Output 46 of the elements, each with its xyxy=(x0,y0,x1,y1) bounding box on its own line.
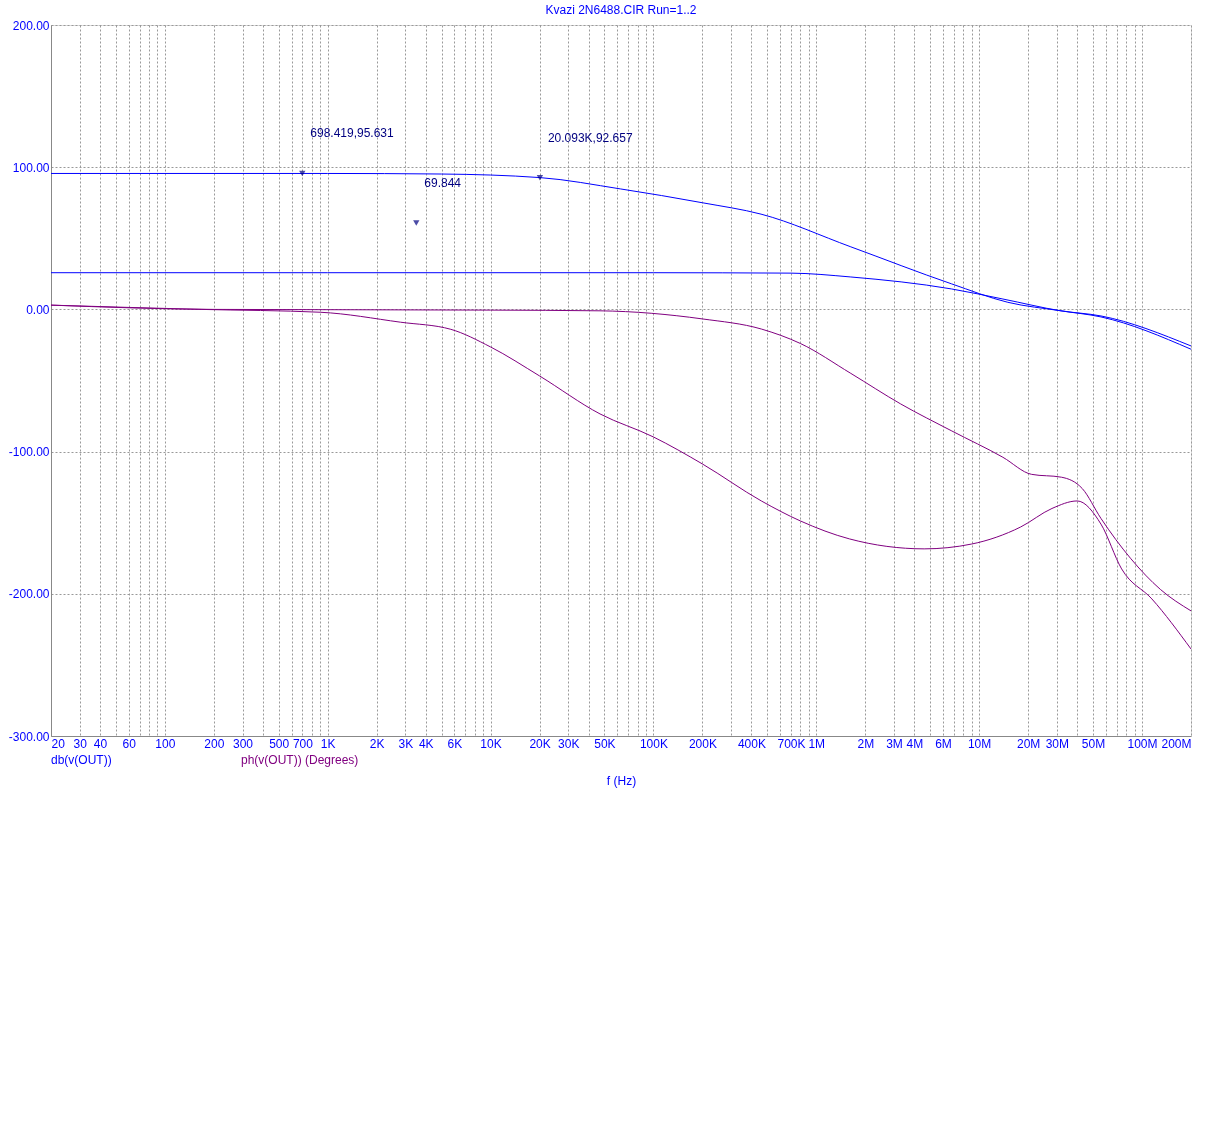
x-tick-label: 1M xyxy=(808,736,826,751)
x-tick-label: 30 xyxy=(73,736,88,751)
annotation: 69.844 xyxy=(424,176,462,191)
x-tick-label: 50K xyxy=(594,736,616,751)
x-tick-label: 20M xyxy=(1016,736,1041,751)
y-tick-label: 100.00 xyxy=(12,160,50,175)
x-tick-label: 6K xyxy=(447,736,463,751)
x-tick-label: 100M xyxy=(1127,736,1158,751)
x-tick-label: 200K xyxy=(688,736,717,751)
x-tick-label: 100 xyxy=(155,736,176,751)
x-tick-label: 20 xyxy=(51,736,66,751)
x-tick-label: 2K xyxy=(369,736,385,751)
x-tick-label: 40 xyxy=(93,736,108,751)
y-tick-label: -100.00 xyxy=(8,445,50,460)
x-tick-label: 3M xyxy=(886,736,903,751)
x-tick-label: 3K xyxy=(398,736,414,751)
y-tick-label: -200.00 xyxy=(8,587,50,602)
x-tick-label: 500 xyxy=(269,736,290,751)
x-tick-label: 50M xyxy=(1081,736,1106,751)
x-axis-title: f (Hz) xyxy=(606,773,637,788)
text: db(v(OUT)) xyxy=(51,753,112,767)
annotation: 20.093K,92.657 xyxy=(547,130,633,145)
y-tick-label: -300.00 xyxy=(8,729,50,744)
x-tick-label: 300 xyxy=(233,736,254,751)
x-tick-label: 400K xyxy=(737,736,766,751)
text: ph(v(OUT)) (Degrees) xyxy=(241,753,359,767)
x-tick-label: 4K xyxy=(418,736,434,751)
y-tick-label: 200.00 xyxy=(12,18,50,33)
chart-title: Kvazi 2N6488.CIR Run=1..2 xyxy=(545,3,697,17)
x-tick-label: 30M xyxy=(1045,736,1069,751)
x-tick-label: 30K xyxy=(558,736,580,751)
x-tick-label: 1K xyxy=(320,736,336,751)
x-tick-label: 6M xyxy=(935,736,952,751)
x-tick-label: 2M xyxy=(857,736,875,751)
x-tick-label: 100K xyxy=(639,736,668,751)
annotation: 698.419,95.631 xyxy=(310,126,395,141)
x-tick-label: 20K xyxy=(529,736,551,751)
x-tick-label: 4M xyxy=(906,736,924,751)
x-tick-label: 60 xyxy=(122,736,137,751)
x-tick-label: 200M xyxy=(1161,736,1192,751)
x-tick-label: 10K xyxy=(480,736,502,751)
y-tick-label: 0.00 xyxy=(26,302,50,317)
x-tick-label: 200 xyxy=(204,736,225,751)
x-tick-label: 700K xyxy=(777,736,806,751)
x-tick-label: 700 xyxy=(292,736,314,751)
x-tick-label: 10M xyxy=(967,736,992,751)
